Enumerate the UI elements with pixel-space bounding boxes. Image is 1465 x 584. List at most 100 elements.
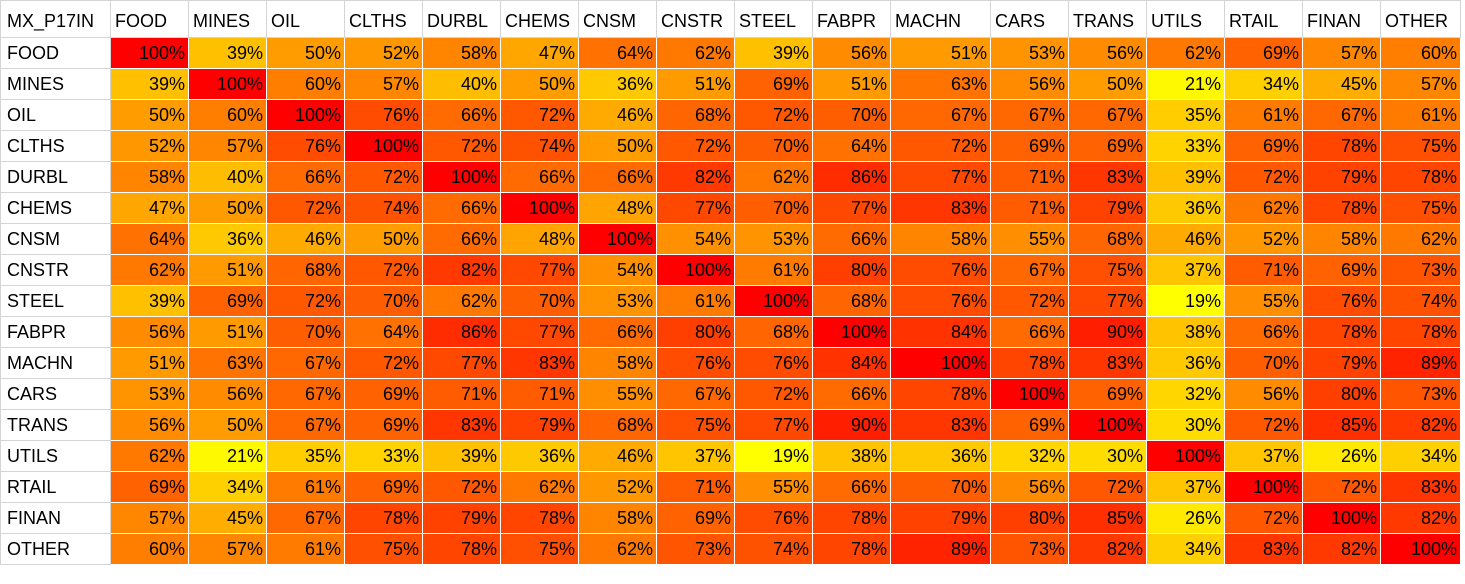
column-header-utils[interactable]: UTILS (1146, 0, 1225, 38)
heatmap-cell[interactable]: 57% (1302, 37, 1381, 69)
heatmap-cell[interactable]: 69% (110, 471, 189, 503)
column-header-durbl[interactable]: DURBL (422, 0, 501, 38)
heatmap-cell[interactable]: 67% (656, 378, 735, 410)
heatmap-cell[interactable]: 40% (422, 68, 501, 100)
heatmap-cell[interactable]: 70% (812, 99, 891, 131)
heatmap-cell[interactable]: 51% (890, 37, 991, 69)
row-header-mines[interactable]: MINES (0, 68, 111, 100)
heatmap-cell[interactable]: 69% (734, 68, 813, 100)
heatmap-cell[interactable]: 78% (812, 533, 891, 565)
heatmap-cell[interactable]: 77% (1068, 285, 1147, 317)
heatmap-cell[interactable]: 79% (890, 502, 991, 534)
heatmap-cell[interactable]: 70% (1224, 347, 1303, 379)
heatmap-cell[interactable]: 71% (656, 471, 735, 503)
heatmap-cell[interactable]: 50% (1068, 68, 1147, 100)
heatmap-cell[interactable]: 89% (890, 533, 991, 565)
heatmap-cell[interactable]: 100% (578, 223, 657, 255)
heatmap-cell[interactable]: 60% (1380, 37, 1461, 69)
heatmap-cell[interactable]: 79% (1302, 161, 1381, 193)
heatmap-cell[interactable]: 37% (1146, 254, 1225, 286)
heatmap-cell[interactable]: 19% (1146, 285, 1225, 317)
heatmap-cell[interactable]: 57% (110, 502, 189, 534)
column-header-trans[interactable]: TRANS (1068, 0, 1147, 38)
row-header-cars[interactable]: CARS (0, 378, 111, 410)
heatmap-cell[interactable]: 83% (890, 409, 991, 441)
heatmap-cell[interactable]: 79% (1068, 192, 1147, 224)
heatmap-cell[interactable]: 75% (1380, 130, 1461, 162)
heatmap-cell[interactable]: 71% (500, 378, 579, 410)
heatmap-cell[interactable]: 52% (344, 37, 423, 69)
heatmap-cell[interactable]: 39% (734, 37, 813, 69)
heatmap-cell[interactable]: 64% (578, 37, 657, 69)
heatmap-cell[interactable]: 45% (1302, 68, 1381, 100)
heatmap-cell[interactable]: 66% (422, 192, 501, 224)
heatmap-cell[interactable]: 72% (890, 130, 991, 162)
heatmap-cell[interactable]: 71% (990, 161, 1069, 193)
heatmap-cell[interactable]: 80% (990, 502, 1069, 534)
heatmap-cell[interactable]: 84% (812, 347, 891, 379)
heatmap-cell[interactable]: 36% (890, 440, 991, 472)
heatmap-cell[interactable]: 72% (344, 161, 423, 193)
heatmap-cell[interactable]: 66% (812, 471, 891, 503)
heatmap-cell[interactable]: 100% (890, 347, 991, 379)
column-header-cnstr[interactable]: CNSTR (656, 0, 735, 38)
heatmap-cell[interactable]: 26% (1146, 502, 1225, 534)
heatmap-cell[interactable]: 76% (734, 347, 813, 379)
heatmap-cell[interactable]: 73% (1380, 378, 1461, 410)
heatmap-cell[interactable]: 70% (500, 285, 579, 317)
heatmap-cell[interactable]: 36% (500, 440, 579, 472)
heatmap-cell[interactable]: 68% (266, 254, 345, 286)
heatmap-cell[interactable]: 37% (1224, 440, 1303, 472)
heatmap-cell[interactable]: 57% (188, 130, 267, 162)
heatmap-cell[interactable]: 50% (266, 37, 345, 69)
heatmap-cell[interactable]: 82% (1380, 409, 1461, 441)
heatmap-cell[interactable]: 70% (890, 471, 991, 503)
heatmap-cell[interactable]: 78% (1302, 316, 1381, 348)
column-header-clths[interactable]: CLTHS (344, 0, 423, 38)
heatmap-cell[interactable]: 51% (188, 316, 267, 348)
row-header-other[interactable]: OTHER (0, 533, 111, 565)
heatmap-cell[interactable]: 68% (734, 316, 813, 348)
heatmap-cell[interactable]: 50% (578, 130, 657, 162)
heatmap-cell[interactable]: 37% (1146, 471, 1225, 503)
heatmap-cell[interactable]: 36% (1146, 192, 1225, 224)
row-header-fabpr[interactable]: FABPR (0, 316, 111, 348)
heatmap-cell[interactable]: 67% (266, 502, 345, 534)
heatmap-cell[interactable]: 100% (1302, 502, 1381, 534)
corner-label[interactable]: MX_P17IN (0, 0, 111, 38)
heatmap-cell[interactable]: 66% (578, 316, 657, 348)
heatmap-cell[interactable]: 21% (1146, 68, 1225, 100)
heatmap-cell[interactable]: 73% (1380, 254, 1461, 286)
heatmap-cell[interactable]: 50% (110, 99, 189, 131)
heatmap-cell[interactable]: 39% (110, 285, 189, 317)
heatmap-cell[interactable]: 48% (500, 223, 579, 255)
heatmap-cell[interactable]: 57% (344, 68, 423, 100)
heatmap-cell[interactable]: 68% (656, 99, 735, 131)
heatmap-cell[interactable]: 37% (656, 440, 735, 472)
heatmap-cell[interactable]: 77% (890, 161, 991, 193)
heatmap-cell[interactable]: 36% (1146, 347, 1225, 379)
heatmap-cell[interactable]: 58% (578, 347, 657, 379)
heatmap-cell[interactable]: 90% (812, 409, 891, 441)
heatmap-cell[interactable]: 61% (266, 471, 345, 503)
heatmap-cell[interactable]: 79% (422, 502, 501, 534)
heatmap-cell[interactable]: 45% (188, 502, 267, 534)
heatmap-cell[interactable]: 60% (266, 68, 345, 100)
heatmap-cell[interactable]: 78% (1380, 316, 1461, 348)
column-header-oil[interactable]: OIL (266, 0, 345, 38)
heatmap-cell[interactable]: 62% (1224, 192, 1303, 224)
heatmap-cell[interactable]: 69% (1224, 37, 1303, 69)
heatmap-cell[interactable]: 57% (188, 533, 267, 565)
heatmap-cell[interactable]: 66% (422, 223, 501, 255)
heatmap-cell[interactable]: 77% (812, 192, 891, 224)
heatmap-cell[interactable]: 68% (578, 409, 657, 441)
heatmap-cell[interactable]: 62% (1146, 37, 1225, 69)
heatmap-cell[interactable]: 55% (1224, 285, 1303, 317)
heatmap-cell[interactable]: 53% (734, 223, 813, 255)
heatmap-cell[interactable]: 75% (500, 533, 579, 565)
heatmap-cell[interactable]: 62% (578, 533, 657, 565)
heatmap-cell[interactable]: 100% (1224, 471, 1303, 503)
column-header-finan[interactable]: FINAN (1302, 0, 1381, 38)
heatmap-cell[interactable]: 72% (1224, 502, 1303, 534)
heatmap-cell[interactable]: 69% (344, 471, 423, 503)
